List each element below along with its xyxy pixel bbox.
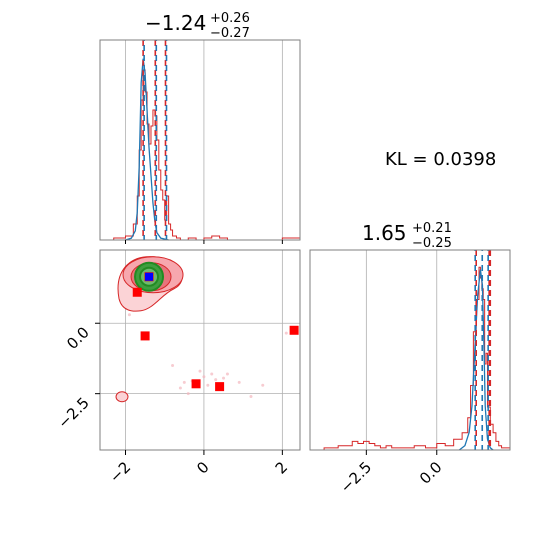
faint-point-0 <box>182 380 186 384</box>
tick-label-x1-1: 0 <box>193 458 212 477</box>
faint-point-7 <box>198 369 202 373</box>
title-param-1-upper: +0.26 <box>210 11 250 26</box>
contour-red-island <box>115 391 129 403</box>
kl-annotation: KL = 0.0398 <box>385 149 496 170</box>
tick-label-x1-0: −2 <box>106 458 134 486</box>
tick-label-x2-1: 0.0 <box>416 458 446 488</box>
faint-point-15 <box>249 394 253 398</box>
faint-point-14 <box>225 372 229 376</box>
tick-labels: −2 0 2 −2.5 0.0 −2.5 0.0 <box>54 240 446 497</box>
hist-2-red-series <box>310 266 511 451</box>
faint-point-9 <box>261 383 265 387</box>
hist-1-red-series <box>100 69 301 241</box>
hist-1-blue-series <box>125 58 169 241</box>
scatter-frame <box>99 249 301 451</box>
hist-1-frame <box>99 39 301 241</box>
faint-point-11 <box>127 313 131 317</box>
tick-label-x1-2: 2 <box>272 458 291 477</box>
marker-red-3 <box>289 325 299 335</box>
faint-point-2 <box>202 375 206 379</box>
faint-point-5 <box>178 386 182 390</box>
faint-point-4 <box>206 383 210 387</box>
title-param-2-upper: +0.21 <box>412 221 452 236</box>
tick-label-y2-0: −2.5 <box>54 394 92 432</box>
faint-point-3 <box>210 372 214 376</box>
hist-2-frame <box>309 249 511 451</box>
faint-point-6 <box>214 378 218 382</box>
faint-point-16 <box>186 392 190 396</box>
title-param-2-lower: −0.25 <box>412 236 452 251</box>
title-param-2-median: 1.65 <box>362 221 407 245</box>
tick-label-x2-0: −2.5 <box>337 458 375 496</box>
title-param-1-median: −1.24 <box>145 11 206 35</box>
marker-red-4 <box>191 379 201 389</box>
title-param-1-lower: −0.27 <box>210 26 250 41</box>
faint-point-17 <box>237 380 241 384</box>
faint-point-10 <box>284 331 288 335</box>
marker-red-1 <box>132 287 142 297</box>
title-param-1: −1.24 +0.26 −0.27 <box>145 11 250 41</box>
marker-blue <box>145 272 154 281</box>
hist-panel-param-1 <box>99 39 301 241</box>
tick-label-y2-1: 0.0 <box>63 323 93 353</box>
hist-panel-param-2 <box>309 249 511 451</box>
title-param-2: 1.65 +0.21 −0.25 <box>362 221 452 251</box>
marker-red-5 <box>215 382 225 392</box>
scatter-panel-2d <box>99 249 301 451</box>
marker-red-2 <box>140 331 150 341</box>
faint-point-8 <box>222 376 226 380</box>
faint-point-13 <box>171 363 175 367</box>
